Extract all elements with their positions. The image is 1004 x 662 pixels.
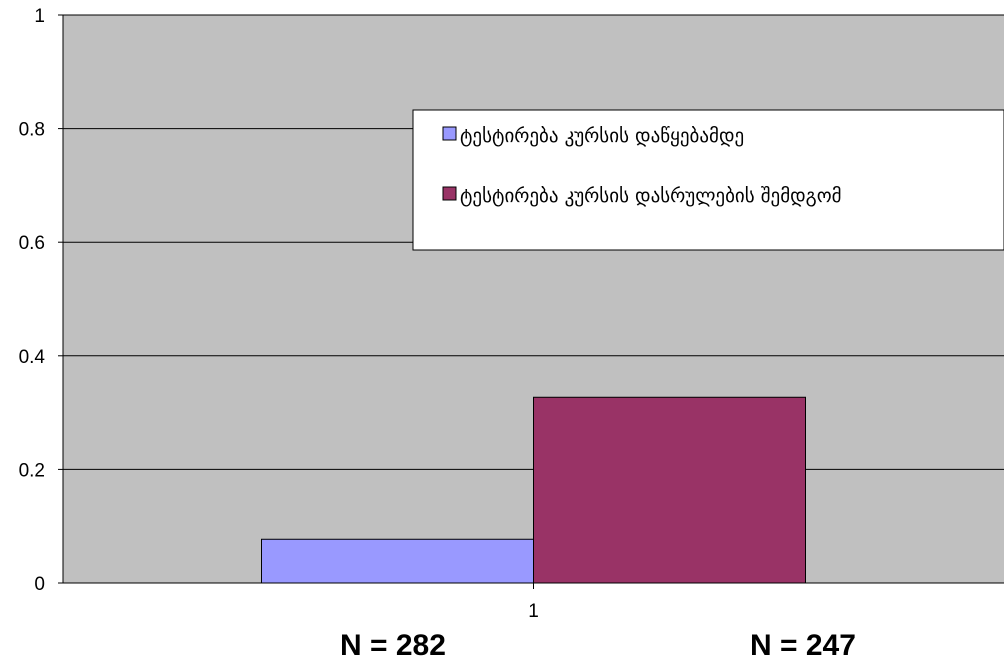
bar-series-0 (261, 538, 534, 584)
legend: ტესტირება კურსის დაწყებამდე ტესტირება კუ… (412, 109, 1004, 251)
y-tick-label: 0.6 (19, 233, 45, 254)
legend-label-before: ტესტირება კურსის დაწყებამდე (460, 125, 744, 147)
x-axis-ticks: 1 (528, 583, 539, 622)
y-tick-label: 0 (34, 574, 45, 595)
bars (261, 396, 806, 584)
y-tick-label: 0.4 (19, 347, 46, 368)
annotation-n-before: N = 282 (340, 629, 446, 662)
legend-box (412, 109, 1004, 251)
legend-swatch-after (442, 186, 457, 201)
legend-label-after: ტესტირება კურსის დასრულების შემდგომ (460, 185, 842, 207)
y-tick-label: 1 (34, 6, 45, 27)
y-tick-label: 0.8 (19, 120, 45, 141)
y-tick-label: 0.2 (19, 460, 45, 481)
annotation-n-after: N = 247 (750, 629, 856, 662)
y-axis-ticks: 0 0.2 0.4 0.6 0.8 1 (19, 6, 63, 595)
x-tick-label: 1 (528, 601, 539, 622)
bar-series-1 (533, 396, 806, 584)
legend-swatch-before (442, 126, 457, 141)
